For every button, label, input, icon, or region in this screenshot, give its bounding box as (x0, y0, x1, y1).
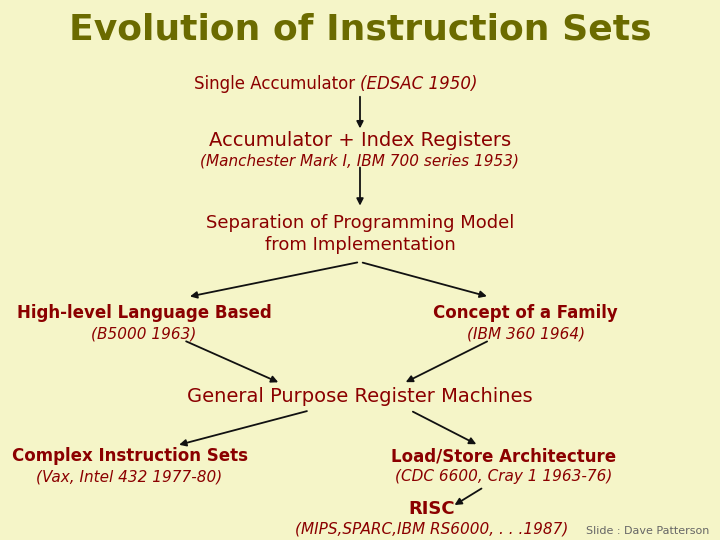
Text: (B5000 1963): (B5000 1963) (91, 326, 197, 341)
Text: Load/Store Architecture: Load/Store Architecture (392, 447, 616, 465)
Text: from Implementation: from Implementation (265, 235, 455, 254)
Text: (MIPS,SPARC,IBM RS6000, . . .1987): (MIPS,SPARC,IBM RS6000, . . .1987) (295, 522, 569, 537)
Text: Slide : Dave Patterson: Slide : Dave Patterson (586, 525, 709, 536)
Text: (CDC 6600, Cray 1 1963-76): (CDC 6600, Cray 1 1963-76) (395, 469, 613, 484)
Text: (Manchester Mark I, IBM 700 series 1953): (Manchester Mark I, IBM 700 series 1953) (200, 153, 520, 168)
Text: (IBM 360 1964): (IBM 360 1964) (467, 326, 585, 341)
Text: High-level Language Based: High-level Language Based (17, 304, 271, 322)
Text: RISC: RISC (409, 500, 455, 518)
Text: Separation of Programming Model: Separation of Programming Model (206, 214, 514, 232)
Text: Complex Instruction Sets: Complex Instruction Sets (12, 447, 248, 465)
Text: (Vax, Intel 432 1977-80): (Vax, Intel 432 1977-80) (37, 469, 222, 484)
Text: Single Accumulator: Single Accumulator (194, 75, 360, 93)
Text: Evolution of Instruction Sets: Evolution of Instruction Sets (68, 13, 652, 46)
Text: Concept of a Family: Concept of a Family (433, 304, 618, 322)
Text: General Purpose Register Machines: General Purpose Register Machines (187, 387, 533, 407)
Text: (EDSAC 1950): (EDSAC 1950) (360, 75, 477, 93)
Text: Accumulator + Index Registers: Accumulator + Index Registers (209, 131, 511, 150)
